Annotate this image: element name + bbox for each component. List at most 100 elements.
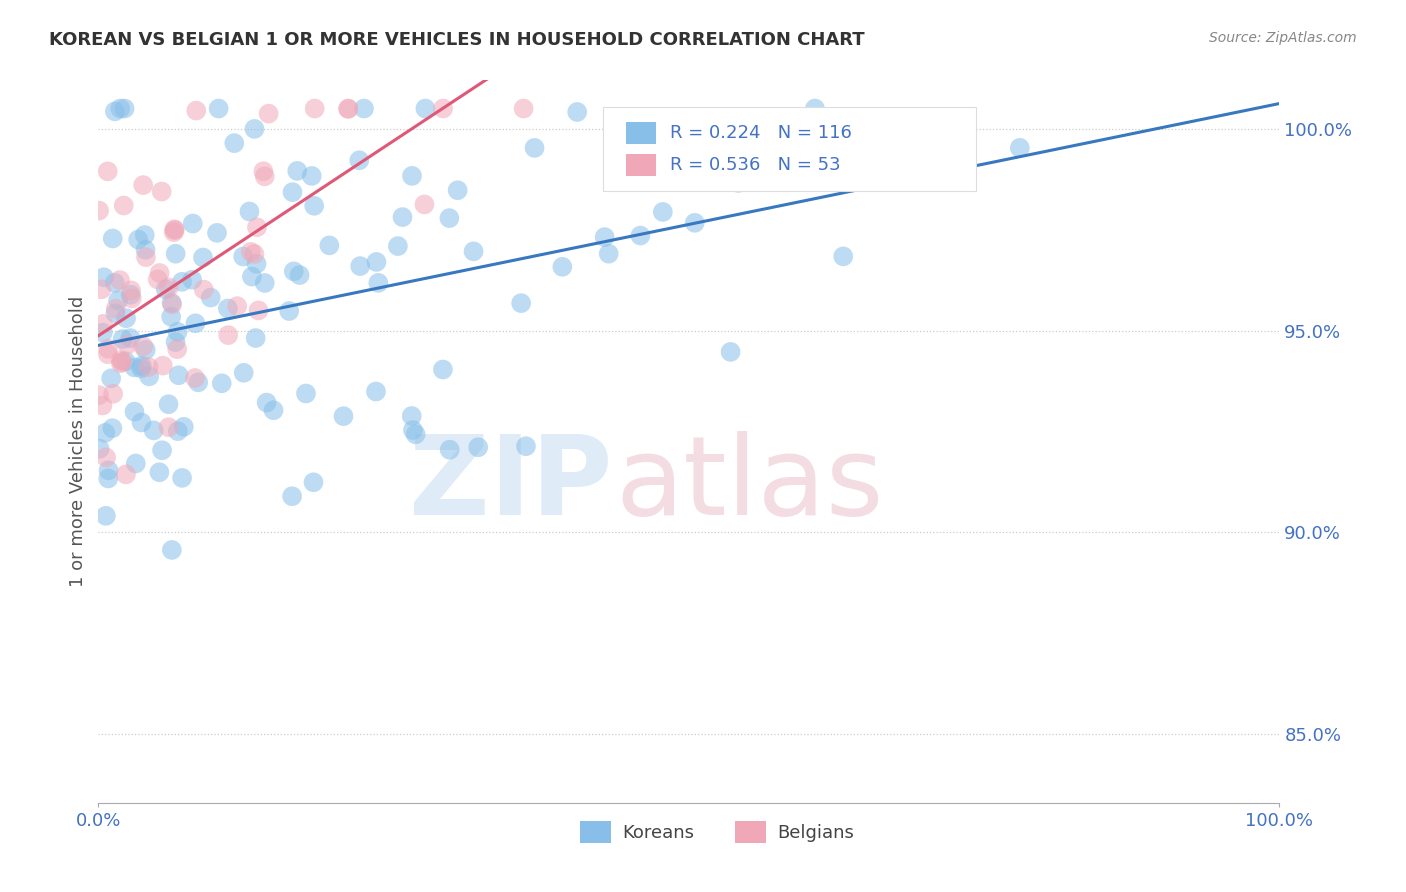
Point <box>163 223 186 237</box>
Point <box>157 397 180 411</box>
Point <box>101 231 124 245</box>
FancyBboxPatch shape <box>626 122 655 144</box>
Point <box>205 226 228 240</box>
Point <box>148 465 170 479</box>
Point <box>832 249 855 263</box>
Point <box>318 238 340 252</box>
Point <box>131 416 153 430</box>
Point <box>94 450 117 465</box>
Point <box>447 183 470 197</box>
Point <box>181 273 204 287</box>
Point <box>337 102 360 116</box>
Point <box>720 345 742 359</box>
Point <box>149 266 172 280</box>
Point <box>97 347 120 361</box>
Point <box>110 102 132 116</box>
Point <box>160 296 183 310</box>
Point <box>246 220 269 235</box>
Point <box>134 243 156 257</box>
Point <box>510 296 533 310</box>
Point <box>135 250 157 264</box>
Point <box>132 339 155 353</box>
Point <box>245 257 267 271</box>
Point <box>138 359 160 374</box>
Point <box>252 164 274 178</box>
Point <box>127 233 149 247</box>
Point <box>208 102 231 116</box>
Point <box>157 280 180 294</box>
Point <box>104 306 127 320</box>
Point <box>97 471 120 485</box>
Point <box>184 371 207 385</box>
Point <box>217 301 239 316</box>
Point <box>349 153 371 168</box>
Point <box>131 359 153 373</box>
Point <box>512 102 534 116</box>
Point <box>101 386 124 401</box>
Point <box>523 141 546 155</box>
Point <box>111 332 134 346</box>
Point <box>281 185 304 199</box>
Point <box>226 299 249 313</box>
Y-axis label: 1 or more Vehicles in Household: 1 or more Vehicles in Household <box>69 296 87 587</box>
Point <box>467 440 489 454</box>
Point <box>401 409 423 423</box>
Point <box>191 251 214 265</box>
Point <box>173 419 195 434</box>
Point <box>120 284 142 298</box>
Point <box>170 275 193 289</box>
Point <box>90 282 112 296</box>
Point <box>598 246 620 260</box>
Point <box>120 331 142 345</box>
Point <box>97 463 120 477</box>
Point <box>97 164 120 178</box>
Point <box>135 343 157 357</box>
Point <box>217 328 239 343</box>
Point <box>257 106 280 120</box>
Point <box>110 353 132 368</box>
Text: ZIP: ZIP <box>409 432 612 539</box>
Point <box>101 421 124 435</box>
Point <box>97 342 120 356</box>
Point <box>247 303 270 318</box>
Point <box>125 457 148 471</box>
Point <box>117 337 139 351</box>
Point <box>138 369 160 384</box>
Point <box>104 276 127 290</box>
Point <box>115 467 138 482</box>
Point <box>132 178 155 192</box>
Point <box>232 250 254 264</box>
Point <box>89 442 111 456</box>
Point <box>160 310 183 324</box>
Point <box>439 442 461 457</box>
Point <box>367 276 389 290</box>
Point <box>104 301 127 316</box>
Point <box>112 198 135 212</box>
Point <box>463 244 485 259</box>
Point <box>121 291 143 305</box>
Point <box>114 102 136 116</box>
Point <box>243 247 266 261</box>
Point <box>211 376 233 391</box>
Point <box>124 404 146 418</box>
Point <box>353 102 375 116</box>
Point <box>163 222 186 236</box>
Point <box>166 342 188 356</box>
Point <box>415 102 437 116</box>
Point <box>150 185 173 199</box>
Point <box>253 276 276 290</box>
Point <box>134 228 156 243</box>
Point <box>184 316 207 330</box>
Point <box>432 102 454 116</box>
Point <box>804 102 827 116</box>
Point <box>100 371 122 385</box>
Point <box>200 291 222 305</box>
Point <box>187 376 209 390</box>
Point <box>405 427 427 442</box>
Point <box>157 420 180 434</box>
Text: Belgians: Belgians <box>776 824 853 842</box>
Point <box>651 205 673 219</box>
Point <box>1008 141 1031 155</box>
Point <box>304 102 326 116</box>
Point <box>593 230 616 244</box>
